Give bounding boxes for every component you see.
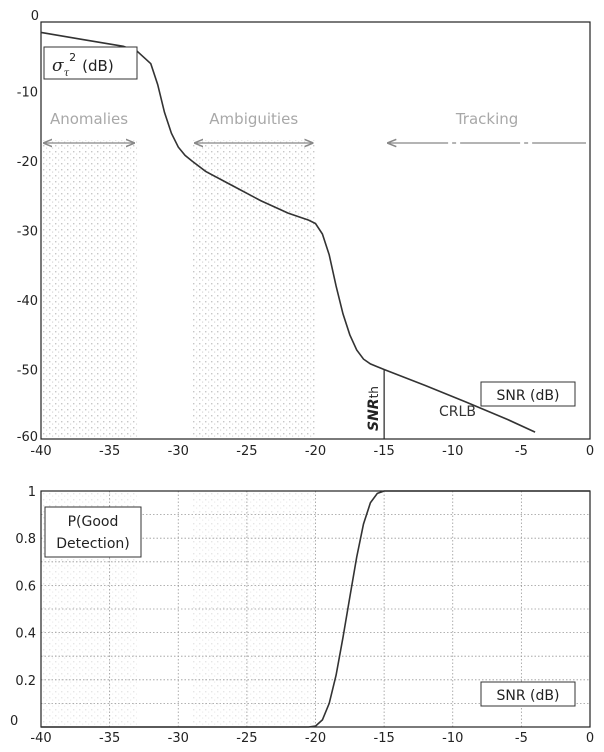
x-tick-label: -15 <box>374 444 395 459</box>
x-tick-label: -30 <box>168 731 189 746</box>
x-tick-label: -15 <box>374 731 395 746</box>
top-plot-frame <box>40 21 591 440</box>
y-tick-label: 0.4 <box>15 627 36 642</box>
region-label-0: Anomalies <box>50 110 128 128</box>
x-tick-label: 0 <box>586 731 594 746</box>
y-tick-label: -50 <box>17 364 38 379</box>
variance-panel: 0-10-20-30-40-50-60 -40 -35 -30 -25 -20 -15 -1… <box>17 9 594 459</box>
sigma-symbol: σ <box>52 56 64 76</box>
svg-text:στ2(dB): στ 2 (dB) <box>52 51 114 79</box>
y-tick-label: 1 <box>28 485 36 500</box>
y-tick-label: -60 <box>17 430 38 445</box>
svg-text:SNR (dB): SNR (dB) <box>497 688 560 704</box>
x-tick-label: -35 <box>99 444 120 459</box>
shaded-region-0 <box>41 140 138 439</box>
x-tick-label: -40 <box>30 731 51 746</box>
x-tick-label: -35 <box>99 731 120 746</box>
x-tick-label: -20 <box>305 731 326 746</box>
region-label-2: Tracking <box>455 110 518 128</box>
region-arrows: Anomalies Ambiguities Tracking <box>44 110 586 143</box>
top-x-axis-label: SNR (dB) <box>480 381 576 407</box>
top-y-axis-label: στ 2 (dB) <box>43 46 138 80</box>
x-tick-label: -40 <box>30 444 51 459</box>
variance-curve <box>40 31 536 433</box>
svg-text:SNR (dB): SNR (dB) <box>497 388 560 404</box>
y-tick-label: 0.6 <box>15 579 36 594</box>
svg-text:P(Good: P(Good <box>68 514 119 530</box>
y-tick-label: 0 <box>10 714 18 729</box>
shaded-regions <box>41 140 316 439</box>
y-tick-label: -20 <box>17 155 38 170</box>
y-tick-label: -40 <box>17 294 38 309</box>
snr-threshold-label: SNRth <box>366 386 382 431</box>
x-tick-label: -25 <box>236 731 257 746</box>
x-tick-label: -5 <box>515 731 528 746</box>
bottom-y-tick-labels: 0 0.2 0.4 0.6 0.8 1 <box>10 485 36 729</box>
top-x-tick-labels: -40 -35 -30 -25 -20 -15 -10 -5 0 <box>30 444 594 459</box>
x-tick-label: -30 <box>168 444 189 459</box>
x-tick-label: 0 <box>586 444 594 459</box>
bottom-x-axis-label: SNR (dB) <box>480 681 576 707</box>
crlb-label: CRLB <box>439 404 476 420</box>
detection-panel: 0 0.2 0.4 0.6 0.8 1 -40 -35 -30 -25 -20 -15 -10 -5 0 … <box>10 485 594 746</box>
y-tick-label: 0 <box>31 9 39 24</box>
bottom-y-axis-label: P(Good Detection) <box>44 506 142 558</box>
x-tick-label: -5 <box>515 444 528 459</box>
unit-label: (dB) <box>82 57 114 75</box>
tau-subscript: τ <box>64 68 70 79</box>
top-y-tick-labels: 0 -10 -20 -30 -40 -50 -60 <box>17 9 39 445</box>
bottom-x-tick-labels: -40 -35 -30 -25 -20 -15 -10 -5 0 <box>30 731 594 746</box>
region-label-1: Ambiguities <box>209 110 298 128</box>
y-tick-label: 0.8 <box>15 532 36 547</box>
y-tick-label: -30 <box>17 225 38 240</box>
x-tick-label: -20 <box>305 444 326 459</box>
x-tick-label: -10 <box>442 731 463 746</box>
x-tick-label: -10 <box>442 444 463 459</box>
x-tick-label: -25 <box>236 444 257 459</box>
y-tick-label: 0.2 <box>15 674 36 689</box>
y-tick-label: -10 <box>17 86 38 101</box>
shaded-region-1 <box>191 140 316 439</box>
squared-superscript: 2 <box>69 51 76 64</box>
detection-curve <box>41 490 590 728</box>
bottom-plot-frame <box>40 490 591 728</box>
svg-text:Detection): Detection) <box>56 536 129 552</box>
